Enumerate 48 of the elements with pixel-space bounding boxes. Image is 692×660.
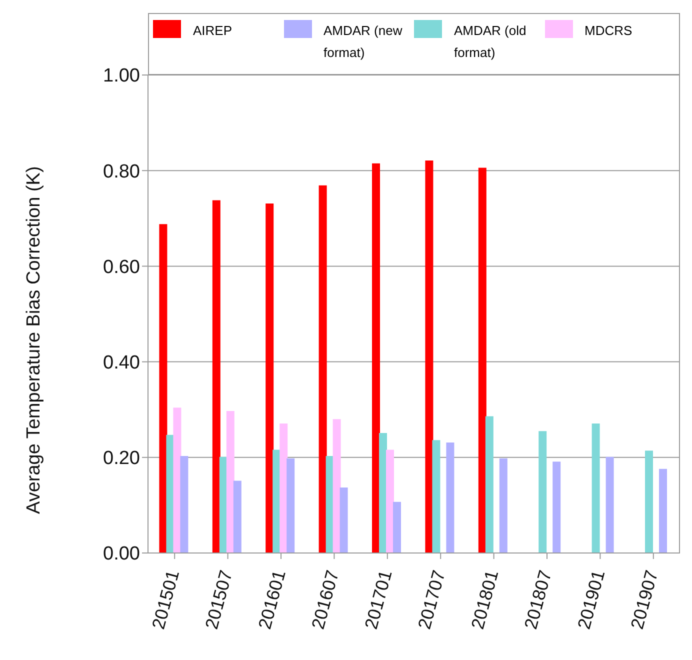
bar [393, 502, 402, 553]
bar [340, 487, 348, 553]
y-tick-label: 0.80 [103, 161, 140, 182]
bar [478, 168, 486, 553]
x-tick-label: 201901 [574, 568, 609, 632]
x-tick-label: 201701 [360, 568, 396, 632]
bar [432, 440, 440, 553]
bar [592, 423, 600, 553]
legend-label: AMDAR (old format) [454, 22, 528, 62]
y-tick-label: 0.60 [103, 256, 140, 278]
bar [318, 185, 327, 553]
bar [645, 450, 654, 553]
x-tick-label: 201501 [148, 568, 184, 632]
bar [180, 456, 188, 553]
bar [173, 408, 182, 553]
legend-label: AIREP [193, 22, 234, 40]
x-tick-label: 201801 [467, 568, 502, 632]
x-tick-label: 201601 [254, 568, 290, 632]
bar [266, 204, 274, 553]
bar [485, 416, 494, 553]
y-tick-label: 0.20 [103, 448, 140, 470]
y-tick-label: 1.00 [103, 66, 140, 87]
y-tick-label: 0.40 [103, 352, 140, 374]
bar [159, 224, 168, 553]
bar [286, 458, 295, 553]
bar [446, 442, 454, 553]
bar [499, 458, 508, 553]
x-tick-label: 201507 [201, 568, 236, 632]
bar [425, 160, 434, 553]
bar [233, 480, 242, 553]
bar [372, 163, 380, 553]
legend-label: MDCRS [584, 22, 634, 40]
x-tick-label: 201907 [626, 568, 662, 632]
bar [552, 462, 561, 553]
bar [386, 450, 394, 553]
legend-label: AMDAR (new format) [324, 22, 404, 62]
bar [280, 423, 288, 553]
bar [538, 431, 547, 553]
y-tick-label: 0.00 [103, 544, 140, 565]
bar [606, 456, 614, 553]
x-tick-label: 201807 [520, 568, 556, 632]
bar [332, 419, 341, 553]
x-tick-label: 201707 [414, 568, 450, 632]
x-tick-label: 201607 [308, 568, 343, 632]
bar [659, 468, 668, 553]
bar [226, 411, 234, 553]
bar [212, 200, 220, 553]
y-axis-title: Average Temperature Bias Correction (K) [24, 166, 45, 514]
